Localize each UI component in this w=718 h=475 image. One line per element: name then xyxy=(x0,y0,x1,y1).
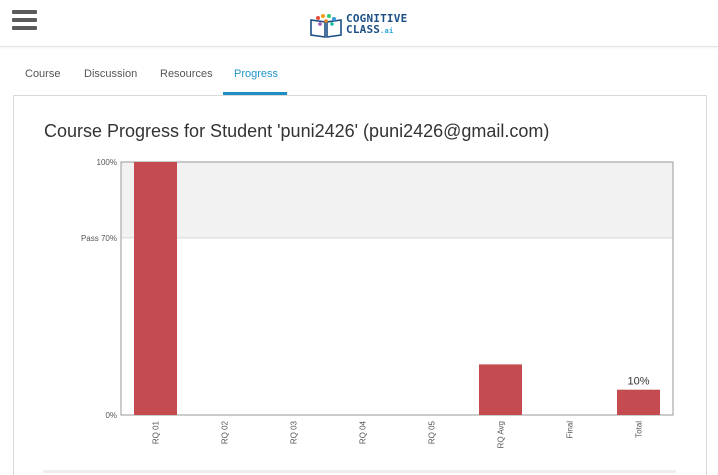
tab-progress[interactable]: Progress xyxy=(234,68,279,80)
menu-line xyxy=(12,10,37,14)
x-tick-label: RQ 01 xyxy=(152,420,161,444)
logo-class-text: CLASS xyxy=(346,23,381,36)
x-tick-label: Total xyxy=(635,421,644,438)
y-tick-label: Pass 70% xyxy=(81,234,117,243)
x-tick-label: Final xyxy=(566,421,575,439)
bar-rq-avg xyxy=(479,364,522,415)
page-title: Course Progress for Student 'puni2426' (… xyxy=(44,121,550,141)
logo-line-1: COGNITIVE xyxy=(346,12,408,25)
bar-rq-01 xyxy=(134,162,177,415)
plot-area-border xyxy=(120,161,674,416)
logo-suffix: .ai xyxy=(380,27,394,35)
hamburger-menu-icon[interactable] xyxy=(12,10,37,30)
bar-total xyxy=(617,389,660,415)
y-tick-label: 100% xyxy=(97,158,117,167)
x-tick-label: RQ 03 xyxy=(290,420,299,444)
pass-zone-band xyxy=(121,162,673,238)
logo-wordmark: COGNITIVE CLASS.ai xyxy=(346,13,407,37)
menu-line xyxy=(12,26,37,30)
panel-divider xyxy=(43,470,676,473)
top-navigation-bar: COGNITIVE CLASS.ai xyxy=(0,0,718,47)
active-tab-indicator xyxy=(223,92,287,95)
course-tabs: Course Discussion Resources Progress xyxy=(0,60,718,96)
tab-discussion[interactable]: Discussion xyxy=(84,68,138,80)
progress-panel xyxy=(13,95,707,475)
book-network-logo-icon xyxy=(310,14,342,38)
cognitive-class-logo[interactable]: COGNITIVE CLASS.ai xyxy=(308,12,407,38)
menu-line xyxy=(12,18,37,22)
x-tick-label: RQ 02 xyxy=(221,420,230,444)
x-tick-label: RQ 04 xyxy=(359,420,368,444)
tab-resources[interactable]: Resources xyxy=(160,68,213,80)
x-tick-label: RQ Avg xyxy=(497,421,506,448)
tab-course[interactable]: Course xyxy=(25,68,61,80)
y-tick-label: 0% xyxy=(105,411,117,420)
x-tick-label: RQ 05 xyxy=(428,420,437,444)
logo-line-2: CLASS.ai xyxy=(346,24,407,37)
data-label: 10% xyxy=(627,376,649,388)
